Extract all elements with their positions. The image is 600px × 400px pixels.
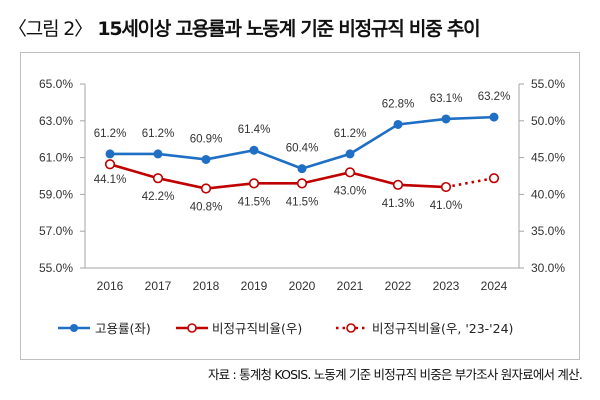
chart-frame <box>20 52 580 360</box>
nonregular-rate-label: 42.2% <box>142 191 175 203</box>
x-axis-tick-label: 2024 <box>481 279 508 293</box>
legend-nonregular-label: 비정규직비율(우) <box>212 321 302 336</box>
nonregular-rate-label: 44.1% <box>94 174 127 186</box>
nonregular-rate-point <box>296 178 308 189</box>
right-axis-tick-label: 40.0% <box>531 187 565 201</box>
employment-rate-point <box>345 149 355 159</box>
nonregular-rate-point <box>392 179 404 190</box>
employment-rate-point <box>153 149 163 159</box>
employment-rate-label: 61.2% <box>94 128 127 140</box>
employment-rate-label: 63.2% <box>478 91 511 103</box>
left-axis-tick-label: 63.0% <box>39 114 73 128</box>
employment-rate-point <box>201 154 211 164</box>
employment-rate-point <box>489 112 499 122</box>
source-note: 자료 : 통계청 KOSIS. 노동계 기준 비정규직 비중은 부가조사 원자료… <box>207 367 583 382</box>
nonregular-rate-line <box>109 162 447 190</box>
nonregular-rate-dotted-line <box>445 176 495 189</box>
employment-rate-label: 62.8% <box>382 98 415 110</box>
x-axis-tick-label: 2022 <box>385 279 412 293</box>
legend-employment-label: 고용률(좌) <box>95 321 151 336</box>
employment-rate-point <box>393 119 403 129</box>
x-axis-tick-label: 2017 <box>145 279 172 293</box>
left-axis-tick-label: 55.0% <box>39 261 73 275</box>
right-axis-tick-label: 45.0% <box>531 151 565 165</box>
chart-title-text: 15세이상 고용률과 노동계 기준 비정규직 비중 추이 <box>97 18 480 40</box>
nonregular-rate-point <box>104 159 116 170</box>
legend-employment-marker-icon <box>70 324 78 332</box>
legend-dotted-label: 비정규직비율(우, '23-'24) <box>372 321 513 336</box>
employment-rate-label: 61.2% <box>334 128 367 140</box>
x-axis-tick-label: 2020 <box>289 279 316 293</box>
nonregular-rate-dotted-point <box>488 173 500 184</box>
legend-dotted-marker-icon <box>346 323 356 333</box>
left-axis-tick-label: 57.0% <box>39 224 73 238</box>
x-axis-tick-label: 2018 <box>193 279 220 293</box>
employment-rate-point <box>105 149 115 159</box>
nonregular-rate-label: 41.5% <box>286 196 319 208</box>
x-axis-tick-label: 2023 <box>433 279 460 293</box>
left-axis-tick-label: 65.0% <box>39 77 73 91</box>
employment-rate-label: 61.4% <box>238 124 271 136</box>
employment-rate-point <box>249 145 259 155</box>
nonregular-rate-label: 41.0% <box>430 200 463 212</box>
nonregular-rate-point <box>152 173 164 184</box>
right-axis-tick-label: 50.0% <box>531 114 565 128</box>
nonregular-rate-label: 43.0% <box>334 185 367 197</box>
employment-rate-label: 60.4% <box>286 143 319 155</box>
employment-rate-label: 63.1% <box>430 93 463 105</box>
x-axis-tick-label: 2016 <box>97 279 124 293</box>
employment-rate-label: 61.2% <box>142 128 175 140</box>
nonregular-rate-label: 41.5% <box>238 196 271 208</box>
employment-rate-point <box>441 114 451 124</box>
nonregular-rate-point <box>248 178 260 189</box>
figure-number: 〈그림 2〉 <box>8 18 93 40</box>
left-axis-tick-label: 61.0% <box>39 151 73 165</box>
right-axis-tick-label: 35.0% <box>531 224 565 238</box>
nonregular-rate-label: 40.8% <box>190 202 223 214</box>
x-axis-tick-label: 2021 <box>337 279 364 293</box>
nonregular-rate-point <box>344 167 356 178</box>
nonregular-rate-point <box>440 181 452 193</box>
right-axis-tick-label: 55.0% <box>531 77 565 91</box>
right-axis-tick-label: 30.0% <box>531 261 565 275</box>
nonregular-rate-label: 41.3% <box>382 198 415 210</box>
nonregular-rate-point <box>200 183 212 194</box>
chart-title: 〈그림 2〉 15세이상 고용률과 노동계 기준 비정규직 비중 추이 <box>8 14 481 41</box>
employment-rate-label: 60.9% <box>190 133 223 145</box>
x-axis-tick-label: 2019 <box>241 279 268 293</box>
employment-rate-point <box>297 164 307 174</box>
legend-nonregular-marker-icon <box>187 323 197 333</box>
left-axis-tick-label: 59.0% <box>39 187 73 201</box>
